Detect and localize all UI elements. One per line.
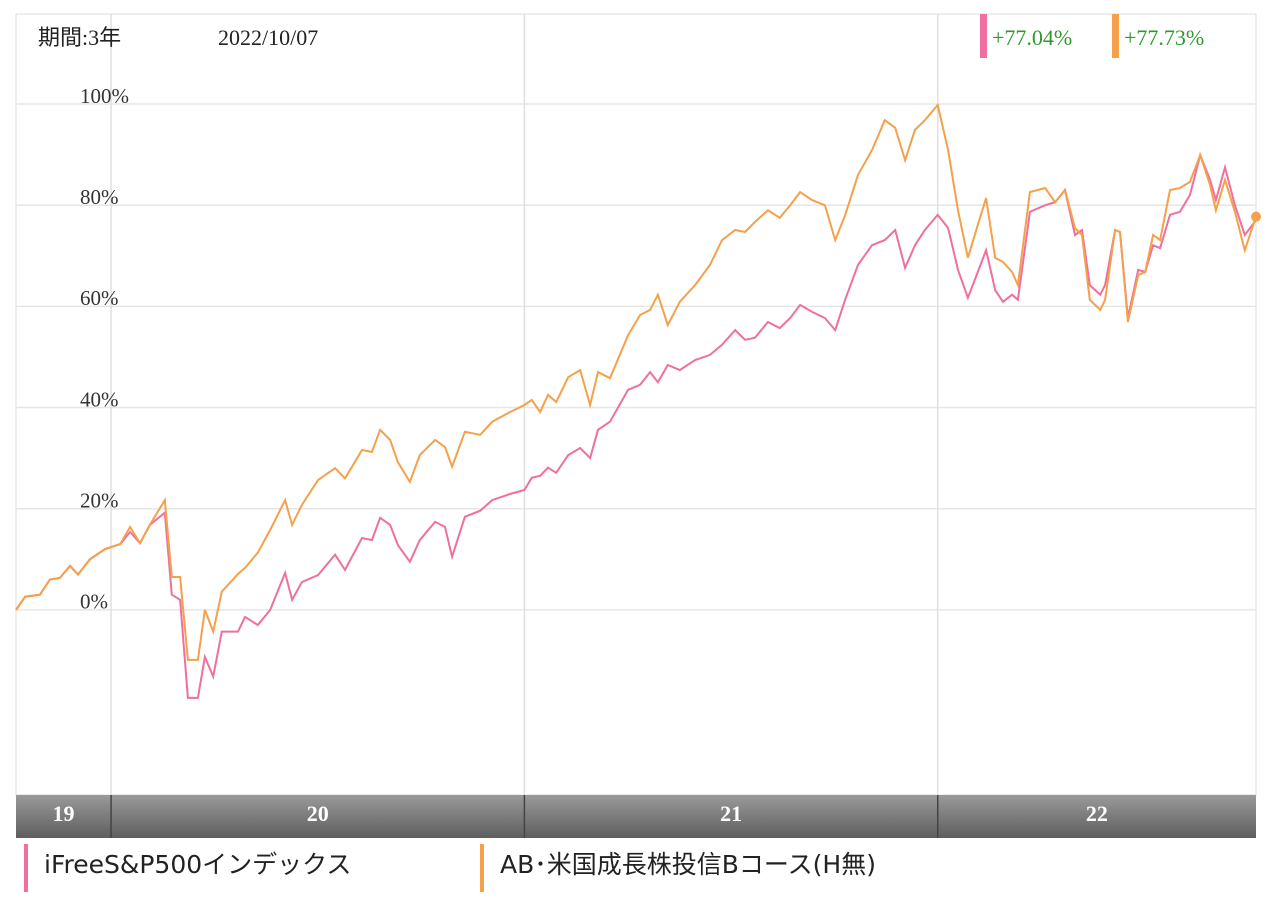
y-tick-label: 40% <box>80 387 119 411</box>
y-tick-label: 100% <box>80 84 129 108</box>
y-tick-label: 60% <box>80 286 119 310</box>
end-label-swatch <box>1112 14 1119 58</box>
date: 2022/10/07 <box>218 25 318 50</box>
year-label: 22 <box>1086 801 1108 826</box>
year-label: 19 <box>53 801 75 826</box>
legend-label: iFreeS&P500インデックス <box>44 850 351 879</box>
y-tick-label: 20% <box>80 489 119 513</box>
end-label-swatch <box>980 14 987 58</box>
year-label: 21 <box>720 801 742 826</box>
plot-area <box>15 13 1257 796</box>
year-band <box>16 795 1256 838</box>
end-point <box>1251 211 1261 222</box>
series-line <box>15 151 1257 699</box>
period: 期間:3年 <box>38 25 121 50</box>
end-label: +77.73% <box>1124 25 1204 50</box>
y-tick-label: 80% <box>80 185 119 209</box>
legend-label: AB･米国成長株投信Bコース(H無) <box>500 850 876 879</box>
year-label: 20 <box>307 801 329 826</box>
end-label: +77.04% <box>992 25 1072 50</box>
series-line <box>15 102 1257 661</box>
y-tick-label: 0% <box>80 590 108 614</box>
legend-swatch <box>480 844 484 892</box>
legend-swatch <box>24 844 28 892</box>
